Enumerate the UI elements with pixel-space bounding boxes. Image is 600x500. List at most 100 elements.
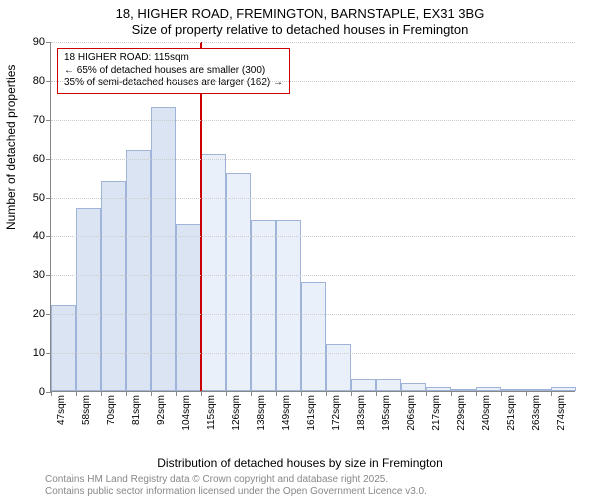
y-tick-mark: [46, 275, 51, 276]
y-tick-label: 40: [33, 230, 45, 242]
histogram-bar: [101, 181, 126, 391]
y-axis-label: Number of detached properties: [4, 65, 18, 230]
gridline: [51, 120, 575, 121]
x-tick-mark: [126, 391, 127, 396]
x-tick-label: 92sqm: [156, 395, 167, 425]
annotation-line2: ← 65% of detached houses are smaller (30…: [64, 65, 283, 78]
x-tick-mark: [351, 391, 352, 396]
histogram-bar: [301, 282, 326, 391]
x-tick-mark: [551, 391, 552, 396]
y-tick-label: 20: [33, 308, 45, 320]
y-tick-label: 80: [33, 75, 45, 87]
x-tick-mark: [176, 391, 177, 396]
histogram-bar: [176, 224, 201, 391]
histogram-bar: [526, 389, 551, 391]
gridline: [51, 198, 575, 199]
x-tick-mark: [276, 391, 277, 396]
chart-title-line1: 18, HIGHER ROAD, FREMINGTON, BARNSTAPLE,…: [0, 6, 600, 22]
x-tick-label: 263sqm: [531, 395, 542, 431]
histogram-bar: [201, 154, 226, 391]
y-tick-mark: [46, 81, 51, 82]
x-tick-mark: [251, 391, 252, 396]
histogram-bar: [226, 173, 251, 391]
y-tick-label: 10: [33, 347, 45, 359]
histogram-bar: [476, 387, 501, 391]
x-tick-label: 161sqm: [306, 395, 317, 431]
x-tick-mark: [101, 391, 102, 396]
histogram-bar: [401, 383, 426, 391]
footer-line1: Contains HM Land Registry data © Crown c…: [45, 474, 427, 486]
y-tick-mark: [46, 159, 51, 160]
x-tick-mark: [451, 391, 452, 396]
y-tick-mark: [46, 236, 51, 237]
x-tick-label: 138sqm: [256, 395, 267, 431]
x-tick-label: 58sqm: [81, 395, 92, 425]
y-tick-label: 70: [33, 114, 45, 126]
x-tick-label: 149sqm: [281, 395, 292, 431]
y-tick-label: 60: [33, 153, 45, 165]
gridline: [51, 236, 575, 237]
reference-line: [200, 42, 202, 391]
histogram-bar: [126, 150, 151, 391]
histogram-bar: [426, 387, 451, 391]
x-tick-mark: [476, 391, 477, 396]
x-tick-label: 81sqm: [131, 395, 142, 425]
y-tick-label: 50: [33, 192, 45, 204]
chart-container: 18, HIGHER ROAD, FREMINGTON, BARNSTAPLE,…: [0, 0, 600, 500]
y-tick-label: 30: [33, 269, 45, 281]
chart-title-line2: Size of property relative to detached ho…: [0, 22, 600, 38]
x-tick-label: 126sqm: [231, 395, 242, 431]
histogram-bar: [51, 305, 76, 391]
plot-area: 18 HIGHER ROAD: 115sqm ← 65% of detached…: [50, 42, 575, 392]
x-tick-mark: [226, 391, 227, 396]
y-tick-label: 0: [39, 386, 45, 398]
x-tick-label: 172sqm: [331, 395, 342, 431]
gridline: [51, 81, 575, 82]
x-tick-label: 217sqm: [431, 395, 442, 431]
x-tick-label: 70sqm: [106, 395, 117, 425]
x-tick-label: 183sqm: [356, 395, 367, 431]
x-tick-label: 104sqm: [181, 395, 192, 431]
histogram-bar: [376, 379, 401, 391]
x-tick-label: 229sqm: [456, 395, 467, 431]
x-tick-mark: [526, 391, 527, 396]
histogram-bar: [451, 389, 476, 391]
y-tick-mark: [46, 120, 51, 121]
y-tick-mark: [46, 42, 51, 43]
x-tick-mark: [376, 391, 377, 396]
y-tick-label: 90: [33, 36, 45, 48]
histogram-bar: [151, 107, 176, 391]
bars-layer: [51, 42, 575, 391]
x-tick-label: 274sqm: [556, 395, 567, 431]
histogram-bar: [326, 344, 351, 391]
histogram-bar: [251, 220, 276, 391]
x-tick-mark: [76, 391, 77, 396]
gridline: [51, 275, 575, 276]
x-tick-label: 195sqm: [381, 395, 392, 431]
annotation-line1: 18 HIGHER ROAD: 115sqm: [64, 52, 283, 65]
gridline: [51, 159, 575, 160]
histogram-bar: [351, 379, 376, 391]
gridline: [51, 42, 575, 43]
x-tick-label: 115sqm: [206, 395, 217, 430]
histogram-bar: [276, 220, 301, 391]
x-tick-label: 251sqm: [506, 395, 517, 431]
y-tick-mark: [46, 314, 51, 315]
histogram-bar: [551, 387, 576, 391]
chart-titles: 18, HIGHER ROAD, FREMINGTON, BARNSTAPLE,…: [0, 0, 600, 39]
x-tick-mark: [151, 391, 152, 396]
x-tick-mark: [426, 391, 427, 396]
x-tick-label: 206sqm: [406, 395, 417, 431]
annotation-line3: 35% of semi-detached houses are larger (…: [64, 77, 283, 90]
y-tick-mark: [46, 198, 51, 199]
annotation-box: 18 HIGHER ROAD: 115sqm ← 65% of detached…: [57, 48, 290, 94]
x-tick-mark: [51, 391, 52, 396]
x-tick-mark: [201, 391, 202, 396]
x-tick-mark: [501, 391, 502, 396]
gridline: [51, 314, 575, 315]
x-tick-label: 240sqm: [481, 395, 492, 431]
x-tick-mark: [326, 391, 327, 396]
x-tick-mark: [301, 391, 302, 396]
x-axis-label: Distribution of detached houses by size …: [0, 456, 600, 470]
y-tick-mark: [46, 353, 51, 354]
